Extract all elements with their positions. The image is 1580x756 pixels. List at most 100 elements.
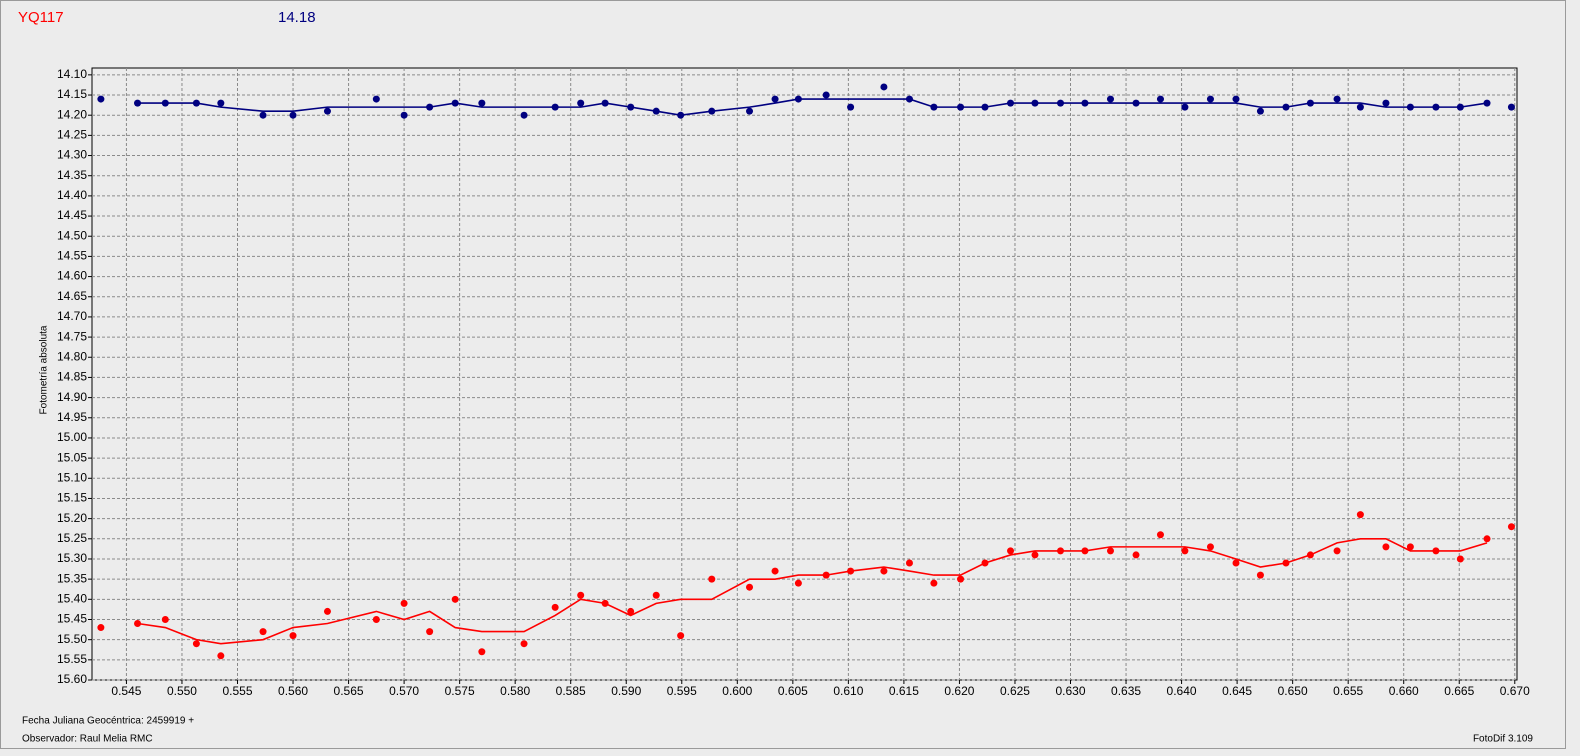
y-tick-label: 14.80: [57, 349, 87, 363]
data-point: [652, 591, 660, 599]
data-point: [1007, 547, 1015, 555]
data-point: [372, 615, 380, 623]
data-point: [1456, 555, 1464, 563]
x-axis-label: Fecha Juliana Geocéntrica: 2459919 +: [22, 716, 194, 727]
chart-title: YQ117: [18, 9, 64, 26]
data-point: [451, 595, 459, 603]
y-tick-label: 14.45: [57, 208, 87, 222]
x-tick-label: 0.555: [222, 684, 252, 698]
y-tick-label: 15.60: [57, 672, 87, 686]
x-tick-label: 0.570: [389, 684, 419, 698]
y-tick-label: 14.60: [57, 269, 87, 283]
x-tick-label: 0.655: [1333, 684, 1363, 698]
data-point: [1507, 523, 1515, 531]
data-point: [822, 91, 830, 99]
data-point: [746, 583, 754, 591]
data-point: [577, 591, 585, 599]
data-point: [1181, 547, 1189, 555]
data-point: [1406, 543, 1414, 551]
y-tick-label: 15.20: [57, 511, 87, 525]
data-point: [1156, 95, 1164, 103]
data-point: [930, 579, 938, 587]
data-point: [289, 632, 297, 640]
y-tick-label: 15.55: [57, 652, 87, 666]
data-point: [400, 111, 408, 119]
y-tick-label: 14.75: [57, 329, 87, 343]
y-tick-label: 14.25: [57, 128, 87, 142]
data-point: [1333, 547, 1341, 555]
data-point: [1356, 103, 1364, 111]
data-point: [880, 83, 888, 91]
y-tick-label: 14.65: [57, 289, 87, 303]
series-line: [137, 98, 1488, 117]
data-point: [771, 95, 779, 103]
data-point: [520, 640, 528, 648]
data-point: [217, 99, 225, 107]
x-tick-label: 0.665: [1444, 684, 1474, 698]
data-point: [708, 575, 716, 583]
data-point: [97, 95, 105, 103]
data-point: [1106, 547, 1114, 555]
data-point: [1507, 103, 1515, 111]
data-point: [1333, 95, 1341, 103]
x-tick-label: 0.635: [1111, 684, 1141, 698]
y-tick-label: 15.05: [57, 450, 87, 464]
data-point: [847, 103, 855, 111]
data-point: [478, 648, 486, 656]
data-point: [1181, 103, 1189, 111]
y-tick-label: 15.35: [57, 571, 87, 585]
data-point: [1382, 543, 1390, 551]
data-point: [627, 607, 635, 615]
x-tick-label: 0.605: [778, 684, 808, 698]
data-point: [771, 567, 779, 575]
data-point: [1256, 107, 1264, 115]
data-point: [323, 107, 331, 115]
data-point: [289, 111, 297, 119]
y-tick-label: 14.10: [57, 67, 87, 81]
data-point: [1206, 543, 1214, 551]
y-tick-label: 15.00: [57, 430, 87, 444]
y-tick-label: 15.40: [57, 591, 87, 605]
plot-area: [91, 67, 1518, 681]
data-point: [400, 599, 408, 607]
data-point: [551, 603, 559, 611]
y-tick-label: 14.15: [57, 87, 87, 101]
data-point: [1106, 95, 1114, 103]
data-point: [161, 615, 169, 623]
x-tick-label: 0.660: [1389, 684, 1419, 698]
y-tick-label: 14.35: [57, 168, 87, 182]
x-tick-label: 0.595: [667, 684, 697, 698]
data-point: [192, 640, 200, 648]
data-point: [1156, 531, 1164, 539]
data-point: [577, 99, 585, 107]
y-tick-label: 14.30: [57, 148, 87, 162]
y-tick-label: 14.90: [57, 390, 87, 404]
y-tick-label: 15.10: [57, 470, 87, 484]
x-tick-label: 0.640: [1167, 684, 1197, 698]
data-point: [520, 111, 528, 119]
y-tick-label: 14.70: [57, 309, 87, 323]
data-point: [1256, 571, 1264, 579]
data-point: [957, 575, 965, 583]
data-point: [259, 111, 267, 119]
x-tick-label: 0.630: [1055, 684, 1085, 698]
y-axis-label: Fotometría absoluta: [39, 325, 50, 414]
y-tick-label: 14.55: [57, 249, 87, 263]
data-point: [1382, 99, 1390, 107]
data-point: [677, 632, 685, 640]
y-tick-label: 15.25: [57, 531, 87, 545]
x-tick-label: 0.600: [722, 684, 752, 698]
data-point: [1483, 535, 1491, 543]
data-point: [905, 559, 913, 567]
x-tick-label: 0.560: [278, 684, 308, 698]
x-tick-label: 0.585: [556, 684, 586, 698]
y-tick-label: 14.85: [57, 370, 87, 384]
x-tick-label: 0.550: [167, 684, 197, 698]
y-tick-label: 15.50: [57, 632, 87, 646]
x-tick-label: 0.580: [500, 684, 530, 698]
x-tick-label: 0.565: [334, 684, 364, 698]
data-point: [426, 628, 434, 636]
data-point: [478, 99, 486, 107]
data-point: [746, 107, 754, 115]
